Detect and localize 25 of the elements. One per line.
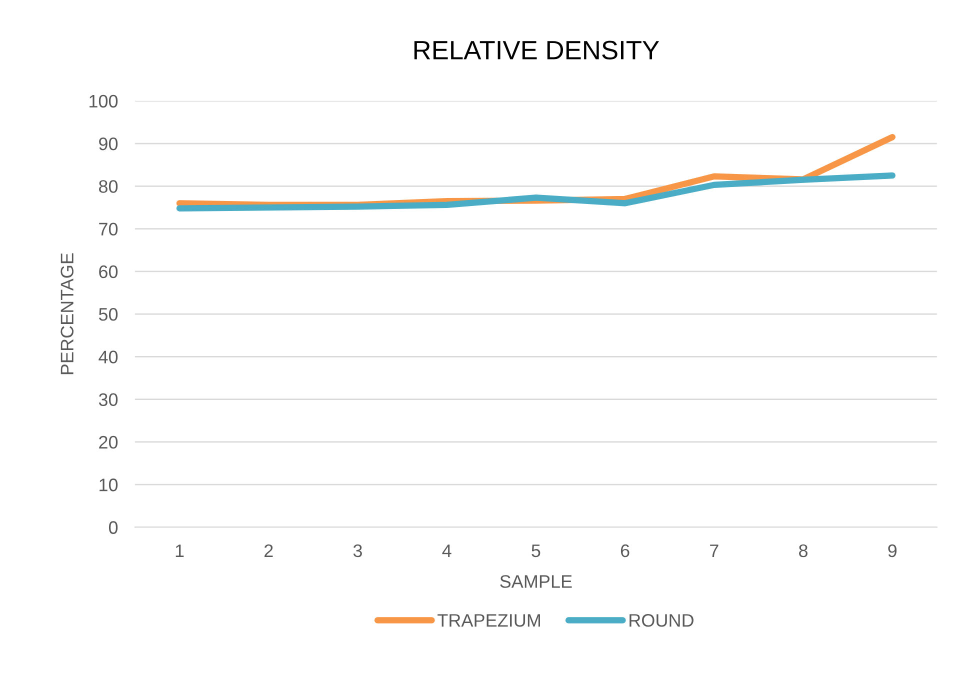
x-tick-label: 1 bbox=[176, 544, 184, 557]
y-tick-label: 60 bbox=[99, 265, 118, 278]
y-tick-label: 90 bbox=[99, 137, 118, 150]
x-tick-label: 7 bbox=[710, 544, 718, 557]
y-tick-label: 10 bbox=[100, 478, 118, 492]
legend-label: TRAPEZIUM bbox=[438, 614, 540, 627]
y-tick-label: 20 bbox=[99, 436, 118, 449]
y-tick-label: 80 bbox=[99, 180, 118, 193]
x-tick-label: 9 bbox=[888, 544, 897, 558]
y-tick-label: 40 bbox=[98, 350, 118, 364]
x-tick-label: 2 bbox=[264, 544, 273, 557]
y-tick-label: 100 bbox=[90, 94, 118, 108]
x-tick-label: 8 bbox=[799, 544, 808, 558]
x-axis-title: SAMPLE bbox=[500, 575, 572, 588]
x-tick-label: 5 bbox=[532, 544, 540, 558]
y-tick-label: 50 bbox=[98, 308, 118, 321]
x-tick-label: 6 bbox=[620, 544, 630, 558]
y-axis-title: PERCENTAGE bbox=[60, 253, 74, 374]
y-tick-label: 30 bbox=[98, 393, 118, 406]
y-tick-label: 70 bbox=[99, 222, 118, 236]
y-tick-label: 0 bbox=[108, 521, 118, 534]
x-tick-label: 4 bbox=[442, 544, 452, 557]
legend-label: ROUND bbox=[630, 614, 694, 627]
chart-title: RELATIVE DENSITY bbox=[414, 40, 660, 60]
x-tick-label: 3 bbox=[353, 544, 362, 558]
